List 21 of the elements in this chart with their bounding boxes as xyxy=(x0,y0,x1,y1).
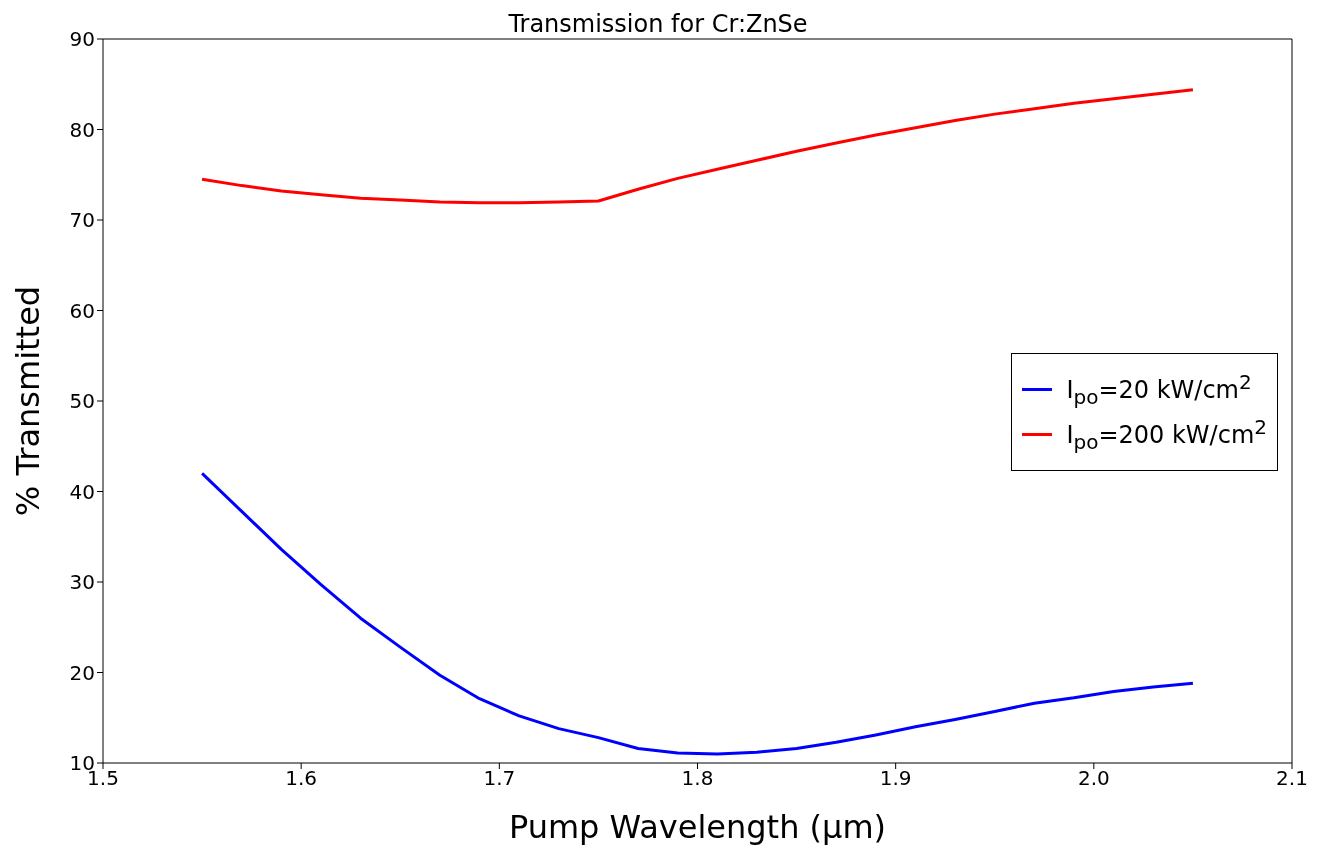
y-tick-label: 60 xyxy=(69,298,95,323)
y-tick-label: 20 xyxy=(69,660,95,685)
legend-label: I$_{po}$=200 kW/cm$^{2}$ xyxy=(1066,414,1267,454)
y-axis-title: % Transmitted xyxy=(9,285,48,517)
x-tick-label: 1.8 xyxy=(681,766,714,791)
chart-title: Transmission for Cr:ZnSe xyxy=(508,10,808,38)
y-tick-label: 30 xyxy=(69,570,95,595)
x-tick-label: 1.9 xyxy=(879,766,912,791)
x-tick-label: 1.7 xyxy=(483,766,516,791)
legend-label: I$_{po}$=20 kW/cm$^{2}$ xyxy=(1066,370,1252,409)
y-tick-label: 40 xyxy=(69,479,95,504)
line-series xyxy=(200,88,1195,205)
x-axis-title: Pump Wavelength (μm) xyxy=(508,808,887,846)
y-tick-label: 70 xyxy=(69,208,95,233)
y-tick-label: 50 xyxy=(69,389,95,414)
y-tick-label: 80 xyxy=(69,117,95,142)
x-tick-label: 2.0 xyxy=(1077,766,1110,791)
line-series xyxy=(200,471,1195,756)
y-tick-label: 90 xyxy=(69,27,95,52)
x-tick-label: 1.6 xyxy=(285,766,318,791)
x-tick-label: 2.1 xyxy=(1276,766,1308,791)
